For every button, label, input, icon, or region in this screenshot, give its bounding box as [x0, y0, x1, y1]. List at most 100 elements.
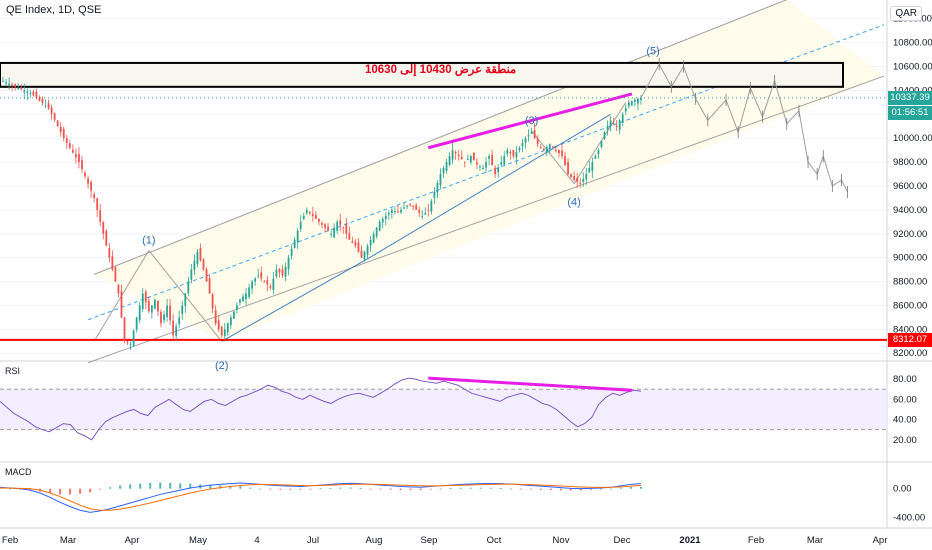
macd-histogram-bar — [559, 488, 562, 491]
macd-histogram-bar — [339, 487, 342, 489]
time-tick-label: Oct — [487, 535, 502, 546]
macd-histogram-bar — [549, 488, 552, 491]
candle-body — [530, 132, 533, 134]
candle-body — [430, 200, 433, 212]
candle-body — [287, 257, 290, 270]
macd-histogram-bar — [189, 483, 192, 489]
price-tick-label: 10600.00 — [893, 62, 932, 73]
candle-body — [409, 203, 411, 205]
candle-body — [412, 205, 415, 207]
time-tick-label: Feb — [2, 535, 18, 546]
macd-histogram-bar — [249, 487, 252, 489]
wave-label-1: (1) — [142, 234, 155, 246]
macd-histogram-bar — [99, 488, 102, 490]
candle-body — [178, 317, 181, 325]
candle-body — [126, 341, 129, 343]
candle-body — [117, 284, 120, 294]
wave-connector — [367, 113, 611, 260]
macd-histogram-bar — [369, 488, 372, 490]
price-tick-label: 9800.00 — [893, 157, 927, 168]
candle-body — [330, 233, 332, 235]
wave-connector — [531, 130, 575, 184]
candle-body — [555, 150, 557, 152]
candle-body — [600, 141, 603, 148]
candle-body — [512, 149, 515, 157]
macd-histogram-bar — [59, 488, 62, 495]
last-price-tag: 10337.39 — [888, 90, 932, 105]
zone-label: منطقة عرض 10430 إلى 10630 — [365, 64, 517, 76]
macd-histogram-bar — [629, 486, 632, 489]
candle-body — [333, 227, 336, 238]
candle-body — [357, 242, 360, 252]
rsi-band — [0, 389, 887, 430]
candle-body — [251, 281, 254, 289]
candle-body — [208, 278, 211, 294]
macd-histogram-bar — [169, 482, 172, 489]
candle-body — [239, 299, 241, 303]
candle-body — [351, 241, 354, 243]
currency-badge[interactable]: QAR — [890, 6, 922, 21]
candle-body — [56, 120, 59, 127]
macd-histogram-bar — [599, 488, 602, 490]
time-tick-label: Sep — [421, 535, 438, 546]
price-tick-label: 9600.00 — [893, 181, 927, 192]
price-tick-label: 8800.00 — [893, 277, 927, 288]
candle-body — [8, 83, 10, 86]
candle-body — [290, 248, 293, 256]
macd-signal-line — [0, 483, 642, 511]
candle-body — [308, 211, 311, 213]
channel-lower — [87, 75, 885, 364]
macd-histogram-bar — [239, 486, 242, 489]
candle-body — [123, 317, 126, 342]
candle-body — [2, 80, 4, 82]
candle-body — [469, 156, 472, 163]
candle-body — [342, 227, 345, 229]
macd-histogram-bar — [429, 488, 432, 490]
rsi-tick-label: 80.00 — [893, 374, 917, 385]
candle-body — [576, 177, 579, 182]
candle-body — [193, 260, 196, 270]
candle-body — [187, 281, 190, 294]
candle-body — [50, 107, 53, 115]
candle-body — [354, 241, 357, 246]
macd-histogram-bar — [449, 488, 452, 490]
macd-histogram-bar — [509, 488, 512, 490]
countdown-tag: 01:56:51 — [888, 105, 932, 120]
rsi-tick-label: 40.00 — [893, 415, 917, 426]
candle-body — [102, 222, 105, 234]
time-tick-label: May — [189, 535, 207, 546]
macd-histogram-bar — [349, 487, 352, 489]
macd-histogram-bar — [309, 488, 312, 490]
candle-body — [509, 151, 512, 154]
candle-body — [542, 148, 545, 151]
macd-histogram-bar — [379, 488, 382, 490]
candle-body — [81, 160, 83, 170]
candle-body — [527, 135, 530, 137]
macd-tick-label: -400.00 — [893, 512, 925, 523]
candle-body — [223, 329, 226, 336]
macd-histogram-bar — [279, 488, 282, 490]
macd-histogram-bar — [409, 488, 412, 491]
candle-body — [71, 149, 74, 153]
candle-body — [503, 156, 506, 165]
candle-body — [62, 128, 65, 139]
time-tick-label: 2021 — [679, 535, 701, 546]
candle-body — [633, 99, 636, 102]
candle-body — [20, 87, 23, 90]
macd-histogram-bar — [439, 488, 442, 490]
candle-body — [96, 198, 99, 210]
time-tick-label: Jul — [307, 535, 319, 546]
candle-body — [5, 82, 7, 84]
wave-label-4: (4) — [567, 197, 580, 209]
candle-body — [548, 144, 551, 149]
candle-body — [147, 300, 150, 312]
candle-body — [138, 305, 141, 321]
macd-histogram-bar — [329, 487, 332, 489]
chart-title: QE Index, 1D, QSE — [6, 4, 102, 16]
candle-body — [400, 209, 402, 213]
candle-body — [609, 120, 612, 127]
candle-body — [436, 182, 439, 193]
candle-body — [302, 215, 305, 220]
macd-histogram-bar — [299, 488, 302, 490]
